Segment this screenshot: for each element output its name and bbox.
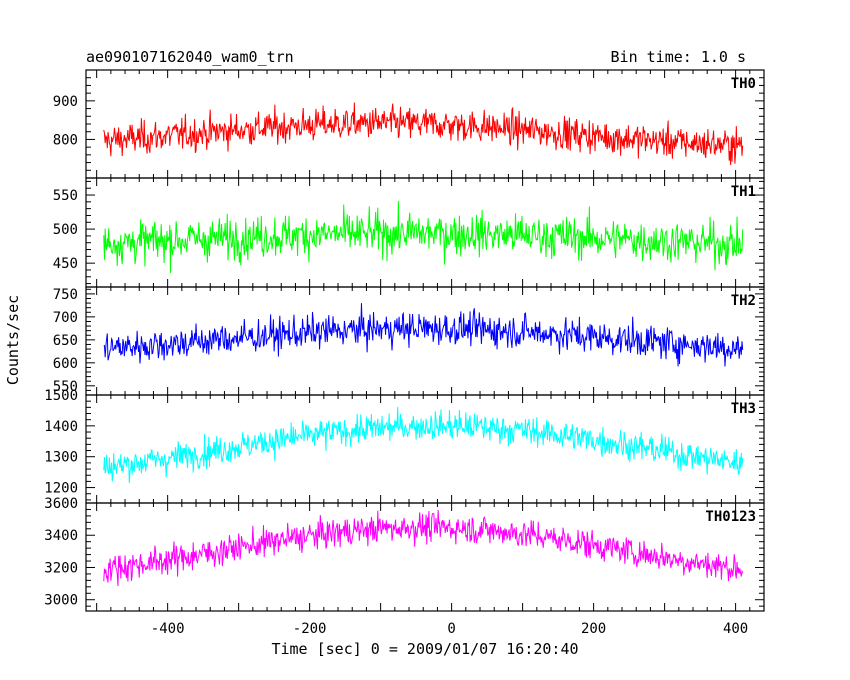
x-tick-label: -400: [151, 621, 185, 637]
y-tick-label: 550: [53, 379, 78, 395]
panel-th1: 450 500 550 TH1: [53, 177, 765, 288]
panel-name-label: TH1: [731, 184, 756, 200]
series-line-th0: [103, 102, 744, 166]
chart-title: ae090107162040_wam0_trn: [86, 48, 294, 66]
panel-th0: 800 900 TH0: [53, 69, 765, 179]
panel-name-label: TH0: [731, 76, 756, 92]
y-tick-label: 800: [53, 132, 78, 148]
y-tick-label: 1300: [44, 450, 78, 466]
x-tick-label: -200: [293, 621, 327, 637]
bin-time-label: Bin time: 1.0 s: [611, 48, 746, 66]
panel-th0123: 3000 3200 3400 3600 TH0123: [44, 496, 765, 612]
y-tick-label: 500: [53, 222, 78, 238]
y-tick-label: 900: [53, 94, 78, 110]
series-line-th2: [103, 303, 744, 367]
x-tick-label: 400: [723, 621, 748, 637]
y-tick-label: 650: [53, 333, 78, 349]
x-tick-label: 0: [447, 621, 455, 637]
panel-name-label: TH2: [731, 293, 756, 309]
panel-name-label: TH3: [731, 401, 756, 417]
y-tick-label: 700: [53, 310, 78, 326]
y-tick-label: 1500: [44, 388, 78, 404]
series-line-th0123: [103, 509, 744, 586]
y-tick-label: 450: [53, 256, 78, 272]
y-tick-label: 750: [53, 287, 78, 303]
y-tick-label: 3000: [44, 593, 78, 609]
x-tick-label: 200: [581, 621, 606, 637]
series-line-th1: [103, 200, 744, 273]
x-axis-label: Time [sec] 0 = 2009/01/07 16:20:40: [271, 640, 578, 658]
y-tick-label: 3200: [44, 560, 78, 576]
panel-th3: 1200 1300 1400 1500 TH3: [44, 388, 765, 504]
panel-frame: [85, 394, 765, 504]
panel-frame: [85, 502, 765, 612]
y-tick-label: 3600: [44, 496, 78, 512]
y-axis-label: Counts/sec: [4, 295, 22, 385]
panels: 800 900 TH0 450 500 550 TH1 550 600 650 700 750 TH2 1…: [44, 69, 765, 612]
y-tick-label: 600: [53, 356, 78, 372]
y-tick-label: 1200: [44, 481, 78, 497]
panel-name-label: TH0123: [705, 509, 756, 525]
y-tick-label: 3400: [44, 528, 78, 544]
y-tick-label: 1400: [44, 419, 78, 435]
x-axis: -400 -200 0 200 400: [151, 621, 748, 637]
series-line-th3: [103, 406, 744, 483]
y-tick-label: 550: [53, 188, 78, 204]
panel-th2: 550 600 650 700 750 TH2: [53, 286, 765, 396]
